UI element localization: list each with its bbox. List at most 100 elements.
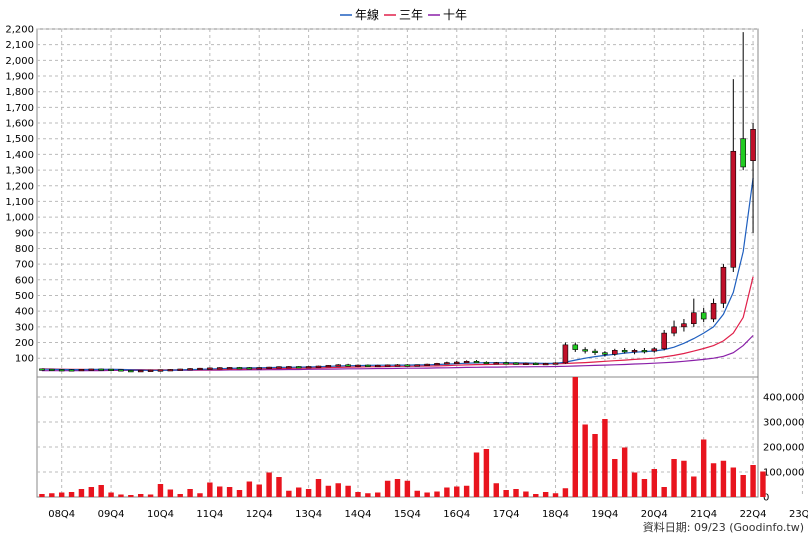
candle-body — [118, 369, 124, 372]
volume-bar — [671, 459, 677, 497]
candle — [523, 362, 529, 366]
volume-bar — [641, 479, 648, 497]
x-tick-label: 10Q4 — [147, 509, 174, 520]
x-tick-label: 17Q4 — [493, 509, 520, 520]
volume-bar — [691, 476, 697, 497]
candle-body — [414, 364, 421, 367]
candle — [345, 363, 351, 367]
candle-body — [394, 364, 401, 367]
candle — [276, 366, 282, 369]
candle-body — [78, 369, 85, 372]
price-y-tick-label: 600 — [15, 275, 34, 286]
volume-y-tick-label: 400,000 — [763, 393, 804, 404]
volume-bar — [750, 465, 756, 497]
price-y-tick-label: 1,300 — [5, 166, 34, 177]
volume-bar — [276, 477, 282, 497]
volume-bar — [128, 495, 134, 497]
candle — [256, 367, 262, 370]
price-y-tick-label: 900 — [15, 228, 34, 239]
candle — [720, 264, 727, 309]
candle — [700, 308, 707, 323]
candle-body — [572, 344, 579, 350]
price-y-axis: 100 200 300 400 500 600 700 800 900 1,000 1,100 1,2… — [5, 25, 34, 365]
candle — [552, 362, 559, 365]
volume-bar — [681, 460, 687, 497]
volume-bar — [631, 472, 638, 497]
candle-body — [463, 361, 470, 364]
x-tick-label: 15Q4 — [394, 509, 421, 520]
volume-bar — [582, 424, 588, 497]
candle — [384, 364, 391, 367]
price-y-tick-label: 800 — [15, 244, 34, 255]
price-y-tick-label: 1,900 — [5, 72, 34, 83]
volume-bar — [236, 490, 243, 497]
candle-body — [187, 368, 193, 371]
x-tick-label: 08Q4 — [48, 509, 75, 520]
candle — [740, 32, 746, 171]
candle — [78, 369, 85, 372]
volume-bar — [592, 434, 598, 497]
legend-year-label: 年線 — [355, 7, 379, 22]
candle — [305, 366, 312, 369]
volume-bar — [651, 469, 658, 497]
volume-bar — [661, 487, 667, 497]
volume-bar — [483, 449, 490, 497]
candle-body — [582, 349, 588, 352]
candle-body — [384, 364, 391, 367]
candle-body — [533, 362, 539, 366]
candle — [355, 364, 361, 367]
candle-body — [365, 364, 371, 367]
candle-body — [523, 362, 529, 366]
volume-bar — [542, 492, 549, 497]
candle — [434, 362, 440, 366]
candle — [671, 320, 677, 337]
x-tick-label: 21Q4 — [690, 509, 717, 520]
volume-bar — [454, 486, 460, 497]
candle-body — [493, 362, 500, 365]
price-y-tick-label: 1,600 — [5, 119, 34, 130]
candle — [750, 123, 756, 233]
price-y-tick-label: 1,200 — [5, 181, 34, 192]
volume-bar — [118, 494, 124, 497]
candle — [661, 329, 667, 351]
volume-bar — [394, 479, 401, 497]
x-tick-label: 19Q4 — [591, 509, 618, 520]
candle-body — [157, 369, 164, 372]
x-tick-label: 18Q4 — [542, 509, 569, 520]
candle — [128, 369, 134, 373]
candle — [602, 351, 608, 357]
candle — [444, 361, 450, 365]
price-y-tick-label: 1,000 — [5, 213, 34, 224]
candle-body — [552, 362, 559, 365]
candle — [493, 361, 500, 365]
candle — [414, 364, 421, 367]
volume-bar — [49, 493, 55, 497]
candle-body — [612, 350, 618, 355]
candle — [187, 368, 193, 371]
volume-bar — [463, 485, 470, 497]
candle-body — [266, 366, 272, 369]
volume-bar — [256, 484, 262, 497]
candle — [483, 361, 490, 365]
candle-body — [542, 363, 549, 366]
volume-bar — [414, 490, 420, 497]
candlesticks — [39, 32, 756, 373]
volume-y-axis: 0 100,000 200,000 300,000 400,000 — [763, 393, 804, 504]
volume-bar — [39, 494, 45, 497]
volume-bar — [444, 487, 450, 497]
candle-body — [631, 350, 638, 353]
candle-body — [325, 365, 332, 368]
candle — [562, 342, 569, 364]
candle-body — [661, 332, 667, 350]
volume-bar — [187, 489, 193, 497]
volume-y-tick-label: 200,000 — [763, 443, 804, 454]
candle-body — [88, 368, 95, 371]
volume-bar — [740, 475, 746, 497]
price-y-tick-label: 500 — [15, 291, 34, 302]
x-tick-label: 20Q4 — [641, 509, 668, 520]
volume-gridlines — [37, 396, 758, 473]
candle — [246, 367, 253, 370]
volume-bar — [345, 485, 351, 497]
candle-body — [602, 352, 608, 355]
candle-body — [108, 368, 114, 371]
